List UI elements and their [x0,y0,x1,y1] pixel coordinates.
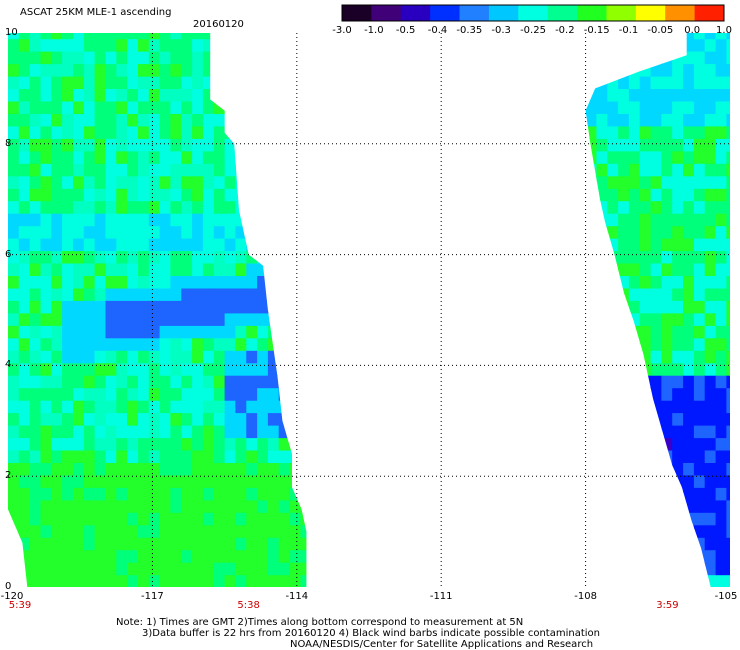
note-line-1: Note: 1) Times are GMT 2)Times along bot… [116,617,524,628]
latitude-label: 6 [5,248,12,260]
colorbar-swatch [371,5,402,21]
colorbar-tick-label: -1.0 [364,25,384,36]
grid-lines [8,33,730,587]
colorbar-tick-label: -0.35 [456,25,483,36]
colorbar-tick-label: -0.15 [583,25,610,36]
time-label: 5:39 [8,600,32,611]
colorbar-tick-label: -0.5 [395,25,416,36]
time-label: 5:38 [237,600,260,611]
colorbar [341,4,725,22]
swath-west [8,33,307,587]
latitude-label: 4 [5,359,12,371]
longitude-label: -120 [0,591,24,602]
longitude-label: -117 [141,591,164,602]
colorbar-swatch [342,5,372,21]
colorbar-tick-label: 0.0 [684,25,701,36]
colorbar-tick-label: -0.4 [427,25,448,36]
longitude-label: -108 [574,591,597,602]
colorbar-swatch [694,5,725,21]
longitude-label: -105 [714,591,738,602]
latitude-label: 8 [5,137,12,149]
time-label: 3:59 [656,600,679,611]
longitude-label: -114 [285,591,309,602]
colorbar-frame [341,4,725,22]
colorbar-swatch [400,5,431,21]
credit-line: NOAA/NESDIS/Center for Satellite Applica… [290,639,594,650]
colorbar-swatch [488,5,519,21]
colorbar-swatch [635,5,666,21]
latitude-label: 2 [5,470,12,482]
note-line-2: 3)Data buffer is 22 hrs from 20160120 4)… [142,628,600,639]
colorbar-tick-label: -0.25 [520,25,546,36]
colorbar-tick-label: -0.1 [618,25,639,36]
latitude-label: 0 [5,581,12,592]
colorbar-tick-label: -0.05 [647,25,674,36]
colorbar-swatch [459,5,490,21]
swath-east [585,33,730,587]
colorbar-swatch [430,5,461,21]
product-date: 20160120 [193,19,244,30]
colorbar-tick-label: 1.0 [716,25,732,36]
colorbar-swatch [577,5,607,21]
longitude-label: -111 [429,591,453,602]
colorbar-swatch [606,5,637,21]
latitude-label: 10 [5,27,18,38]
colorbar-swatch [518,5,549,21]
colorbar-tick-label: -0.2 [555,25,575,36]
product-title: ASCAT 25KM MLE-1 ascending [20,7,172,18]
colorbar-swatch [547,5,578,21]
colorbar-tick-label: -0.3 [491,25,511,36]
colorbar-tick-label: -3.0 [332,25,352,36]
colorbar-swatch [665,5,696,21]
